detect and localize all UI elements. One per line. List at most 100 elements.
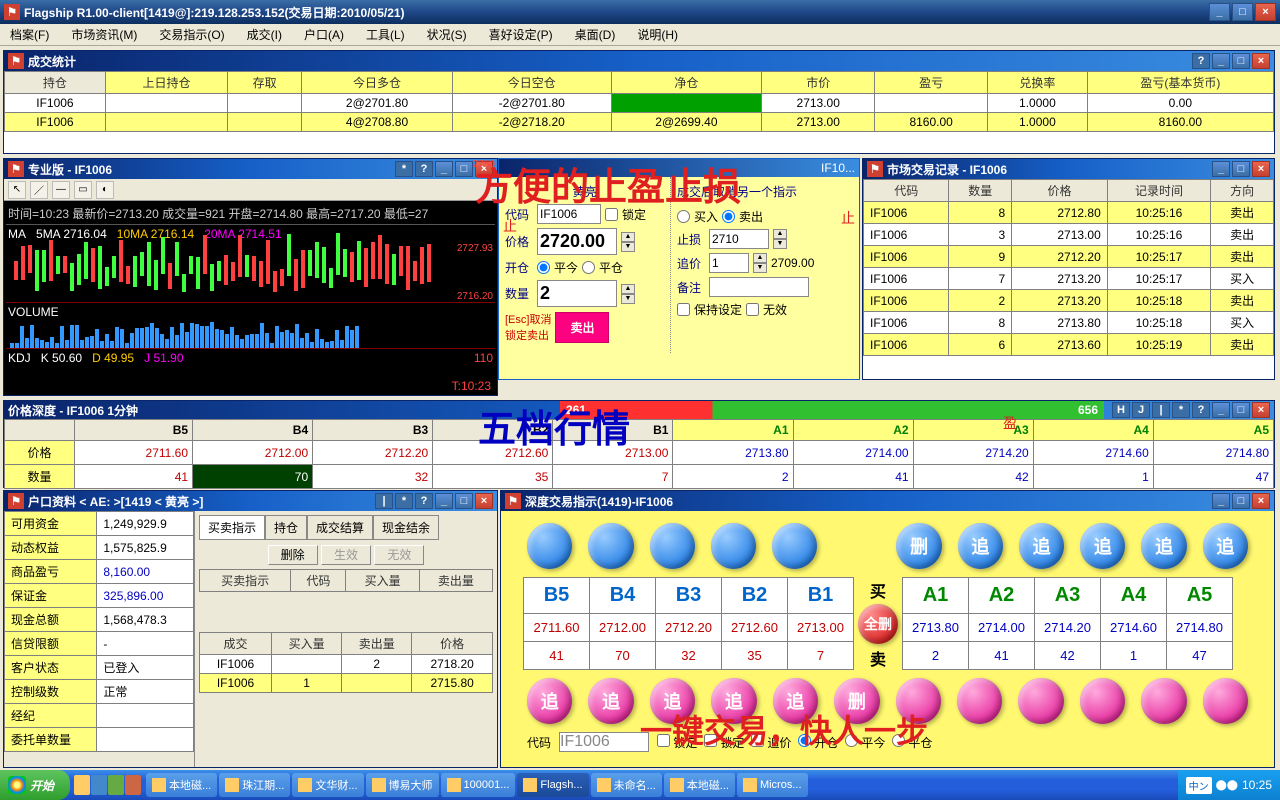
ql-3[interactable] xyxy=(108,775,124,795)
open-radio[interactable] xyxy=(537,261,550,274)
deep-code-input[interactable] xyxy=(559,732,649,752)
acct-close[interactable]: × xyxy=(475,493,493,509)
circ-b4[interactable] xyxy=(711,523,756,569)
circ-p1[interactable]: 追 xyxy=(527,678,572,724)
stats-close[interactable]: × xyxy=(1252,53,1270,69)
deep-close[interactable]: × xyxy=(1252,493,1270,509)
circ-b2[interactable] xyxy=(588,523,633,569)
keep-check[interactable] xyxy=(677,303,690,316)
chart-min[interactable]: _ xyxy=(435,161,453,177)
log-max[interactable]: □ xyxy=(1232,161,1250,177)
circ-p3[interactable]: 追 xyxy=(650,678,695,724)
circ-p8[interactable] xyxy=(1018,678,1063,724)
close-button[interactable]: × xyxy=(1255,3,1276,21)
depth-max[interactable]: □ xyxy=(1232,402,1250,418)
task-item[interactable]: 本地磁... xyxy=(146,773,217,797)
menu-item[interactable]: 档案(F) xyxy=(6,24,53,45)
hline-tool[interactable]: — xyxy=(52,181,70,199)
lock-check[interactable] xyxy=(605,208,618,221)
buy-radio[interactable] xyxy=(677,210,690,223)
circ-pdel[interactable]: 删 xyxy=(834,678,879,724)
circ-p10[interactable] xyxy=(1141,678,1186,724)
deep-max[interactable]: □ xyxy=(1232,493,1250,509)
circ-p2[interactable]: 追 xyxy=(588,678,633,724)
ql-4[interactable] xyxy=(125,775,141,795)
stats-min[interactable]: _ xyxy=(1212,53,1230,69)
cursor-tool[interactable]: ↖ xyxy=(8,181,26,199)
acct-min[interactable]: _ xyxy=(435,493,453,509)
circ-chase1[interactable]: 追 xyxy=(958,523,1003,569)
circ-p9[interactable] xyxy=(1080,678,1125,724)
disable-btn[interactable]: 无效 xyxy=(374,545,424,565)
menu-item[interactable]: 工具(L) xyxy=(362,24,409,45)
circ-chase4[interactable]: 追 xyxy=(1141,523,1186,569)
task-item[interactable]: 文华财... xyxy=(292,773,363,797)
menu-item[interactable]: 说明(H) xyxy=(633,24,682,45)
circ-b5[interactable] xyxy=(772,523,817,569)
depth-min[interactable]: _ xyxy=(1212,402,1230,418)
line-tool[interactable]: ／ xyxy=(30,181,48,199)
circ-b1[interactable] xyxy=(527,523,572,569)
task-item[interactable]: 未命名... xyxy=(591,773,662,797)
tool5[interactable]: ◐ xyxy=(96,181,114,199)
circ-chase2[interactable]: 追 xyxy=(1019,523,1064,569)
depth-star[interactable]: * xyxy=(1172,402,1190,418)
close-radio[interactable] xyxy=(582,261,595,274)
log-min[interactable]: _ xyxy=(1212,161,1230,177)
depth-h[interactable]: H xyxy=(1112,402,1130,418)
deep-min[interactable]: _ xyxy=(1212,493,1230,509)
menu-item[interactable]: 市场资讯(M) xyxy=(67,24,141,45)
depth-close[interactable]: × xyxy=(1252,402,1270,418)
sell-button[interactable]: 卖出 xyxy=(555,312,609,343)
chart-help[interactable]: ? xyxy=(415,161,433,177)
depth-j[interactable]: J xyxy=(1132,402,1150,418)
maximize-button[interactable]: □ xyxy=(1232,3,1253,21)
menu-item[interactable]: 桌面(D) xyxy=(571,24,620,45)
ql-1[interactable] xyxy=(74,775,90,795)
task-item[interactable]: 100001... xyxy=(441,773,516,797)
ql-2[interactable] xyxy=(91,775,107,795)
circ-p4[interactable]: 追 xyxy=(711,678,756,724)
help-button[interactable]: ? xyxy=(1192,53,1210,69)
start-button[interactable]: 开始 xyxy=(0,770,70,800)
price-input[interactable] xyxy=(537,228,617,255)
delall-btn[interactable]: 全删 xyxy=(858,604,898,644)
circ-p11[interactable] xyxy=(1203,678,1248,724)
depth-help[interactable]: ? xyxy=(1192,402,1210,418)
task-item[interactable]: 博易大师 xyxy=(366,773,439,797)
sell-radio[interactable] xyxy=(722,210,735,223)
stats-max[interactable]: □ xyxy=(1232,53,1250,69)
minimize-button[interactable]: _ xyxy=(1209,3,1230,21)
none-check[interactable] xyxy=(746,303,759,316)
menu-item[interactable]: 喜好设定(P) xyxy=(485,24,557,45)
task-item[interactable]: Micros... xyxy=(737,773,808,797)
menu-item[interactable]: 户口(A) xyxy=(300,24,348,45)
tool4[interactable]: ▭ xyxy=(74,181,92,199)
acct-max[interactable]: □ xyxy=(455,493,473,509)
task-item[interactable]: 本地磁... xyxy=(664,773,735,797)
circ-p7[interactable] xyxy=(957,678,1002,724)
circ-p5[interactable]: 追 xyxy=(773,678,818,724)
code-input[interactable] xyxy=(537,204,601,224)
qty-spinner[interactable]: ▲▼ xyxy=(621,284,635,304)
menu-item[interactable]: 状况(S) xyxy=(423,24,471,45)
circ-chase5[interactable]: 追 xyxy=(1203,523,1248,569)
chase-input[interactable] xyxy=(709,253,749,273)
acct-tab[interactable]: 现金结余 xyxy=(373,515,439,540)
task-item[interactable]: Flagsh... xyxy=(517,773,588,797)
note-input[interactable] xyxy=(709,277,809,297)
chart-canvas[interactable]: 时间=10:23 最新价=2713.20 成交量=921 开盘=2714.80 … xyxy=(4,201,497,395)
enable-btn[interactable]: 生效 xyxy=(321,545,371,565)
circ-chase3[interactable]: 追 xyxy=(1080,523,1125,569)
circ-del[interactable]: 删 xyxy=(896,523,941,569)
tray-ime[interactable]: 中ン xyxy=(1186,777,1212,794)
acct-tab[interactable]: 买卖指示 xyxy=(199,515,265,540)
acct-tab[interactable]: 持仓 xyxy=(265,515,307,540)
depth-pipe[interactable]: | xyxy=(1152,402,1170,418)
del-btn[interactable]: 删除 xyxy=(268,545,318,565)
chart-max[interactable]: □ xyxy=(455,161,473,177)
circ-p6[interactable] xyxy=(896,678,941,724)
stop-input[interactable] xyxy=(709,229,769,249)
menu-item[interactable]: 成交(I) xyxy=(243,24,286,45)
acct-tab[interactable]: 成交结算 xyxy=(307,515,373,540)
